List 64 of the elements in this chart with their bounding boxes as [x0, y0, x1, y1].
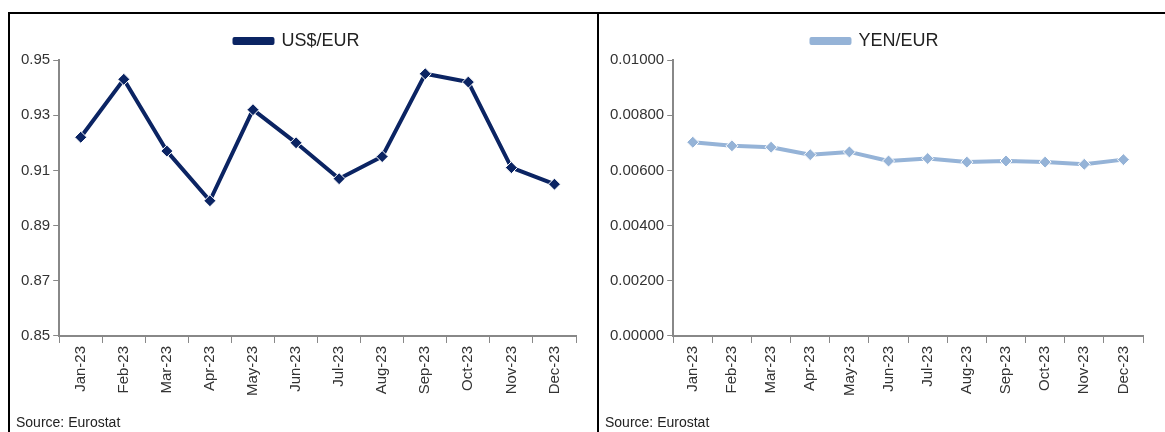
- point: [160, 144, 174, 158]
- x-tick-label: Jan-23: [70, 345, 88, 392]
- point: [999, 154, 1013, 168]
- x-tick-label: Jul-23: [917, 345, 935, 387]
- point: [418, 67, 432, 81]
- y-tick-label: 0.89: [20, 215, 51, 233]
- x-tick-label: Jun-23: [286, 345, 304, 392]
- point: [803, 148, 817, 162]
- x-tick-label: Jul-23: [329, 345, 347, 387]
- legend-label: US$/EUR: [281, 29, 360, 50]
- y-tick-label: 0.00000: [609, 326, 665, 344]
- x-tick-label: Mar-23: [761, 345, 779, 394]
- y-tick-label: 0.01000: [609, 50, 665, 68]
- point: [74, 130, 88, 144]
- y-tick-label: 0.00200: [609, 270, 665, 288]
- point: [882, 154, 896, 168]
- legend-label: YEN/EUR: [858, 29, 939, 50]
- y-tick-label: 0.00400: [609, 215, 665, 233]
- point: [1116, 153, 1130, 167]
- source-note: Source: Eurostat: [16, 414, 121, 430]
- point: [921, 152, 935, 166]
- x-tick-label: Aug-23: [372, 345, 390, 395]
- x-tick-label: Feb-23: [113, 345, 131, 394]
- point: [842, 145, 856, 159]
- source-note: Source: Eurostat: [605, 414, 710, 430]
- x-tick-label: Apr-23: [800, 345, 818, 392]
- x-tick-label: Feb-23: [722, 345, 740, 394]
- y-tick-label: 0.00600: [609, 160, 665, 178]
- point: [289, 136, 303, 150]
- x-tick-label: Oct-23: [458, 345, 476, 391]
- point: [332, 172, 346, 186]
- y-tick-label: 0.95: [20, 50, 51, 68]
- y-tick-label: 0.85: [20, 326, 51, 344]
- point: [686, 135, 700, 149]
- x-tick-label: Sep-23: [996, 345, 1014, 395]
- point: [1038, 155, 1052, 169]
- point: [203, 194, 217, 208]
- x-tick-label: Nov-23: [501, 345, 519, 395]
- y-tick-label: 0.91: [20, 160, 51, 178]
- x-tick-label: Dec-23: [1113, 345, 1131, 395]
- x-tick-label: May-23: [839, 345, 857, 397]
- x-tick-label: Apr-23: [200, 345, 218, 392]
- x-tick-label: Jan-23: [682, 345, 700, 392]
- point: [725, 139, 739, 153]
- x-tick-label: Aug-23: [956, 345, 974, 395]
- y-tick-label: 0.87: [20, 270, 51, 288]
- x-tick-label: May-23: [243, 345, 261, 397]
- point: [461, 75, 475, 89]
- point: [547, 177, 561, 191]
- point: [117, 72, 131, 86]
- point: [1077, 157, 1091, 171]
- x-tick-label: Jun-23: [878, 345, 896, 392]
- x-tick-label: Mar-23: [157, 345, 174, 394]
- x-tick-label: Oct-23: [1035, 345, 1053, 391]
- point: [504, 161, 518, 175]
- point: [375, 150, 389, 164]
- x-tick-label: Sep-23: [415, 345, 433, 395]
- y-tick-label: 0.00800: [609, 105, 665, 123]
- y-tick-label: 0.93: [20, 105, 51, 123]
- point: [764, 140, 778, 154]
- point: [960, 155, 974, 169]
- point: [246, 103, 260, 117]
- x-tick-label: Dec-23: [544, 345, 562, 395]
- x-tick-label: Nov-23: [1074, 345, 1092, 395]
